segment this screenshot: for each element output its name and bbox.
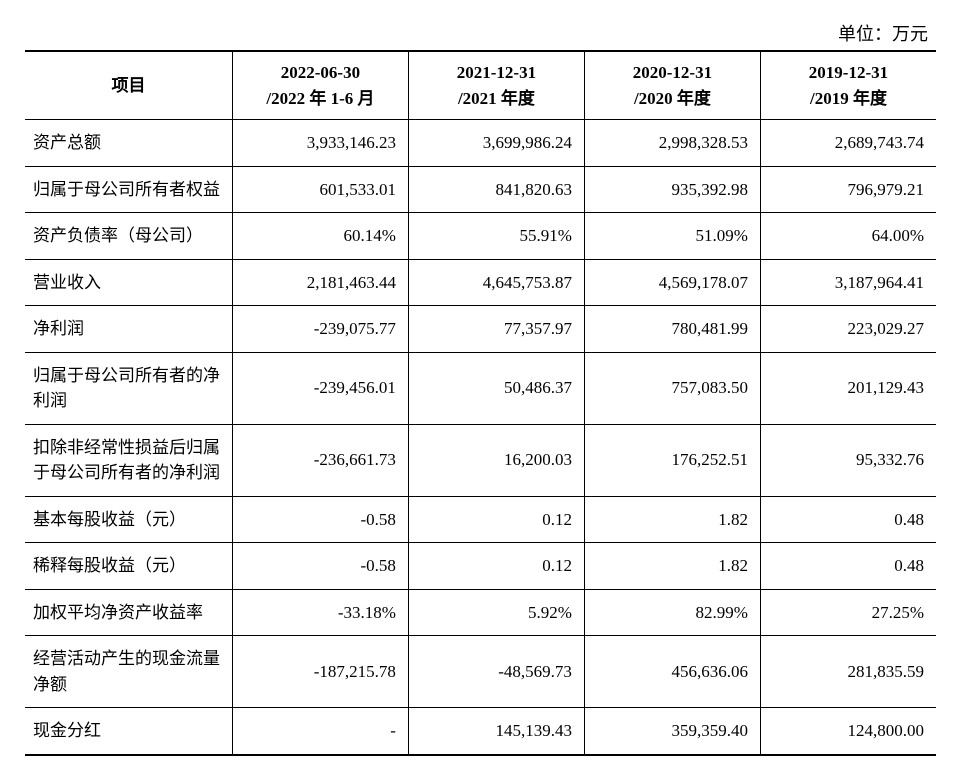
row-label: 加权平均净资产收益率	[25, 589, 232, 636]
table-row: 经营活动产生的现金流量净额-187,215.78-48,569.73456,63…	[25, 636, 936, 708]
table-row: 归属于母公司所有者权益601,533.01841,820.63935,392.9…	[25, 166, 936, 213]
cell-value: 780,481.99	[584, 306, 760, 353]
cell-value: 796,979.21	[760, 166, 936, 213]
cell-value: 55.91%	[408, 213, 584, 260]
row-label: 基本每股收益（元）	[25, 496, 232, 543]
table-row: 资产总额3,933,146.233,699,986.242,998,328.53…	[25, 120, 936, 167]
cell-value: 5.92%	[408, 589, 584, 636]
cell-value: -48,569.73	[408, 636, 584, 708]
table-row: 营业收入2,181,463.444,645,753.874,569,178.07…	[25, 259, 936, 306]
cell-value: 757,083.50	[584, 352, 760, 424]
row-label: 资产负债率（母公司）	[25, 213, 232, 260]
cell-value: -33.18%	[232, 589, 408, 636]
cell-value: 0.12	[408, 496, 584, 543]
cell-value: 223,029.27	[760, 306, 936, 353]
cell-value: -0.58	[232, 496, 408, 543]
cell-value: 201,129.43	[760, 352, 936, 424]
cell-value: 77,357.97	[408, 306, 584, 353]
row-label: 净利润	[25, 306, 232, 353]
cell-value: 456,636.06	[584, 636, 760, 708]
header-period-2: 2020-12-31 /2020 年度	[584, 51, 760, 120]
cell-value: 0.12	[408, 543, 584, 590]
row-label: 资产总额	[25, 120, 232, 167]
header-period-line1: 2022-06-30	[281, 63, 360, 82]
cell-value: 2,181,463.44	[232, 259, 408, 306]
header-period-1: 2021-12-31 /2021 年度	[408, 51, 584, 120]
cell-value: 0.48	[760, 496, 936, 543]
row-label: 营业收入	[25, 259, 232, 306]
cell-value: 281,835.59	[760, 636, 936, 708]
cell-value: -239,456.01	[232, 352, 408, 424]
header-period-line2: /2022 年 1-6 月	[266, 89, 374, 108]
table-row: 稀释每股收益（元）-0.580.121.820.48	[25, 543, 936, 590]
cell-value: -	[232, 708, 408, 755]
table-row: 归属于母公司所有者的净利润-239,456.0150,486.37757,083…	[25, 352, 936, 424]
cell-value: -187,215.78	[232, 636, 408, 708]
header-period-line2: /2019 年度	[810, 89, 887, 108]
cell-value: 51.09%	[584, 213, 760, 260]
row-label: 归属于母公司所有者的净利润	[25, 352, 232, 424]
cell-value: 95,332.76	[760, 424, 936, 496]
cell-value: 145,139.43	[408, 708, 584, 755]
cell-value: 1.82	[584, 496, 760, 543]
cell-value: 82.99%	[584, 589, 760, 636]
table-body: 资产总额3,933,146.233,699,986.242,998,328.53…	[25, 120, 936, 755]
cell-value: 841,820.63	[408, 166, 584, 213]
cell-value: 359,359.40	[584, 708, 760, 755]
cell-value: 124,800.00	[760, 708, 936, 755]
cell-value: 935,392.98	[584, 166, 760, 213]
cell-value: 60.14%	[232, 213, 408, 260]
table-row: 资产负债率（母公司）60.14%55.91%51.09%64.00%	[25, 213, 936, 260]
cell-value: -0.58	[232, 543, 408, 590]
cell-value: 3,699,986.24	[408, 120, 584, 167]
table-row: 现金分红-145,139.43359,359.40124,800.00	[25, 708, 936, 755]
cell-value: 176,252.51	[584, 424, 760, 496]
table-row: 加权平均净资产收益率-33.18%5.92%82.99%27.25%	[25, 589, 936, 636]
cell-value: 3,933,146.23	[232, 120, 408, 167]
financial-table: 项目 2022-06-30 /2022 年 1-6 月 2021-12-31 /…	[25, 50, 936, 756]
table-header-row: 项目 2022-06-30 /2022 年 1-6 月 2021-12-31 /…	[25, 51, 936, 120]
row-label: 现金分红	[25, 708, 232, 755]
table-row: 净利润-239,075.7777,357.97780,481.99223,029…	[25, 306, 936, 353]
cell-value: 50,486.37	[408, 352, 584, 424]
row-label: 归属于母公司所有者权益	[25, 166, 232, 213]
row-label: 经营活动产生的现金流量净额	[25, 636, 232, 708]
cell-value: 4,645,753.87	[408, 259, 584, 306]
header-period-0: 2022-06-30 /2022 年 1-6 月	[232, 51, 408, 120]
unit-label: 单位：万元	[25, 20, 936, 46]
cell-value: -236,661.73	[232, 424, 408, 496]
table-row: 扣除非经常性损益后归属于母公司所有者的净利润-236,661.7316,200.…	[25, 424, 936, 496]
cell-value: 1.82	[584, 543, 760, 590]
cell-value: 27.25%	[760, 589, 936, 636]
header-period-line1: 2020-12-31	[633, 63, 712, 82]
cell-value: 2,998,328.53	[584, 120, 760, 167]
cell-value: 601,533.01	[232, 166, 408, 213]
cell-value: 3,187,964.41	[760, 259, 936, 306]
cell-value: 16,200.03	[408, 424, 584, 496]
row-label: 稀释每股收益（元）	[25, 543, 232, 590]
header-period-3: 2019-12-31 /2019 年度	[760, 51, 936, 120]
cell-value: 64.00%	[760, 213, 936, 260]
cell-value: -239,075.77	[232, 306, 408, 353]
header-period-line2: /2020 年度	[634, 89, 711, 108]
cell-value: 4,569,178.07	[584, 259, 760, 306]
header-period-line2: /2021 年度	[458, 89, 535, 108]
header-period-line1: 2021-12-31	[457, 63, 536, 82]
header-period-line1: 2019-12-31	[809, 63, 888, 82]
cell-value: 0.48	[760, 543, 936, 590]
cell-value: 2,689,743.74	[760, 120, 936, 167]
table-row: 基本每股收益（元）-0.580.121.820.48	[25, 496, 936, 543]
header-item: 项目	[25, 51, 232, 120]
row-label: 扣除非经常性损益后归属于母公司所有者的净利润	[25, 424, 232, 496]
